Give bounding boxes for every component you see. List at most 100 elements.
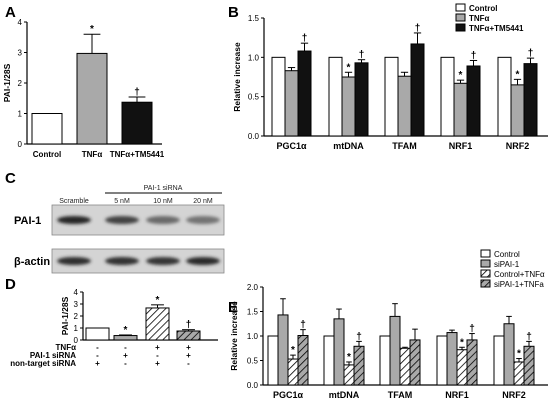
panel-b-legend-label: Control xyxy=(469,4,497,13)
panel-d-condition-label: TNFα xyxy=(56,343,77,352)
panel-b-legend-label: TNFα xyxy=(469,14,490,23)
panel-a-category-label: TNFα+TM5441 xyxy=(110,150,165,159)
panel-b-bar xyxy=(510,84,525,137)
panel-e-bar xyxy=(323,335,335,386)
panel-e-bar xyxy=(503,323,515,386)
panel-a-significance-marker: * xyxy=(90,24,94,35)
panel-b-legend-swatch xyxy=(455,13,466,22)
blot-lane-label: 20 nM xyxy=(193,198,213,205)
panel-d-bar xyxy=(176,330,201,341)
blot-band xyxy=(57,257,91,265)
panel-a-y-tick-label: 4 xyxy=(18,18,23,27)
panel-b-significance-marker: † xyxy=(471,50,477,61)
panel-b-significance-marker: * xyxy=(459,70,463,81)
panel-d-condition-sign: - xyxy=(96,343,99,352)
panel-e-significance-marker: * xyxy=(517,349,521,360)
panel-a-y-tick-label: 0 xyxy=(18,140,23,149)
panel-a-y-tick-label: 3 xyxy=(18,49,23,58)
panel-b-y-tick-label: 1.5 xyxy=(248,14,260,23)
panel-e-bar xyxy=(456,349,468,386)
panel-b-significance-marker: * xyxy=(516,69,520,80)
panel-e-significance-marker: † xyxy=(469,324,475,335)
panel-b-category-label: NRF2 xyxy=(506,141,530,151)
chart-panel-a: 0 1 2 3 4 PAI-1/28S Control * TNFα † TNFα+TM5441 xyxy=(2,18,165,159)
panel-b-significance-marker: * xyxy=(347,62,351,73)
panel-e-significance-marker: † xyxy=(356,331,362,342)
panel-d-significance-marker: * xyxy=(124,325,128,336)
panel-e-bar xyxy=(353,345,365,386)
blot-band xyxy=(57,216,91,224)
panel-d-condition-label: PAI-1 siRNA xyxy=(30,351,76,360)
panel-letter-a: A xyxy=(5,4,16,21)
blot-band xyxy=(146,257,180,265)
panel-d-condition-sign: + xyxy=(155,359,160,368)
blot-band xyxy=(105,257,139,265)
panel-e-y-tick-label: 0.5 xyxy=(247,357,259,366)
panel-d-condition-sign: - xyxy=(156,351,159,360)
panel-b-category-label: NRF1 xyxy=(449,141,473,151)
panel-d-bar xyxy=(85,327,110,341)
panel-e-legend-label: siPAI-1 xyxy=(494,260,520,269)
chart-panel-e: 0.0 0.5 1.0 1.5 2.0 Relative increase * † PGC1α *… xyxy=(229,249,548,400)
panel-e-category-label: NRF1 xyxy=(445,390,469,400)
panel-d-condition-sign: - xyxy=(124,343,127,352)
panel-d-y-axis-title: PAI-1/28S xyxy=(60,296,70,335)
panel-letter-e: E xyxy=(228,299,238,316)
panel-e-legend-label: siPAI-1+TNFa xyxy=(494,280,544,289)
panel-e-category-label: mtDNA xyxy=(329,390,360,400)
panel-e-legend-swatch xyxy=(480,279,491,288)
panel-b-y-tick-label: 1.0 xyxy=(248,53,260,62)
panel-e-bar xyxy=(399,347,411,386)
panel-b-legend-swatch xyxy=(455,3,466,12)
blot-lane-label: 10 nM xyxy=(153,198,173,205)
panel-b-bar xyxy=(466,65,481,137)
panel-e-bar xyxy=(267,335,279,386)
panel-letter-c: C xyxy=(5,170,16,187)
panel-e-legend-label: Control+TNFα xyxy=(494,270,545,279)
panel-b-bar xyxy=(297,50,312,137)
blot-row-label: PAI-1 xyxy=(14,215,41,227)
panel-a-y-axis-title: PAI-1/28S xyxy=(2,63,12,102)
panel-d-y-tick-label: 0 xyxy=(74,336,79,345)
panel-b-bar xyxy=(453,82,468,137)
panel-b-bar xyxy=(271,56,286,137)
panel-e-y-tick-label: 0.0 xyxy=(247,381,259,390)
panel-e-legend-swatch xyxy=(480,259,491,268)
panel-e-bar xyxy=(287,358,299,386)
panel-letter-d: D xyxy=(5,276,16,293)
panel-b-bar xyxy=(497,56,512,137)
panel-b-bar xyxy=(384,56,399,137)
panel-d-y-tick-label: 3 xyxy=(74,300,79,309)
panel-b-bar xyxy=(440,56,455,137)
panel-e-bar xyxy=(389,315,401,386)
blot-band xyxy=(186,257,220,265)
panel-e-y-tick-label: 1.5 xyxy=(247,308,259,317)
panel-e-y-tick-label: 1.0 xyxy=(247,332,259,341)
panel-b-significance-marker: † xyxy=(415,23,421,34)
panel-a-bar xyxy=(121,101,153,145)
panel-e-significance-marker: * xyxy=(460,337,464,348)
panel-e-bar xyxy=(409,339,421,386)
panel-b-bar xyxy=(354,62,369,137)
panel-b-bar xyxy=(397,75,412,137)
panel-e-bar xyxy=(379,335,391,386)
blot-lane-label: Scramble xyxy=(59,198,89,205)
panel-e-significance-marker: * xyxy=(291,345,295,356)
chart-panel-b: 0.0 0.5 1.0 1.5 Relative increase † PGC1α * † mtD… xyxy=(232,3,548,151)
panel-b-y-axis-title: Relative increase xyxy=(232,42,242,112)
panel-a-bar xyxy=(31,113,63,145)
panel-d-condition-sign: + xyxy=(123,351,128,360)
panel-b-bar xyxy=(284,70,299,137)
panel-d-bar xyxy=(113,335,138,341)
panel-b-category-label: mtDNA xyxy=(333,141,364,151)
panel-e-bar xyxy=(277,314,289,386)
panel-b-bar xyxy=(523,63,538,137)
blot-lane-label: 5 nM xyxy=(114,198,130,205)
panel-letter-b: B xyxy=(228,4,239,21)
panel-b-y-tick-label: 0.5 xyxy=(248,93,260,102)
panel-b-significance-marker: † xyxy=(528,48,534,59)
panel-d-condition-sign: - xyxy=(96,351,99,360)
panel-e-bar xyxy=(466,339,478,386)
panel-e-y-axis-title: Relative increase xyxy=(229,301,239,371)
blot-band xyxy=(105,216,139,224)
